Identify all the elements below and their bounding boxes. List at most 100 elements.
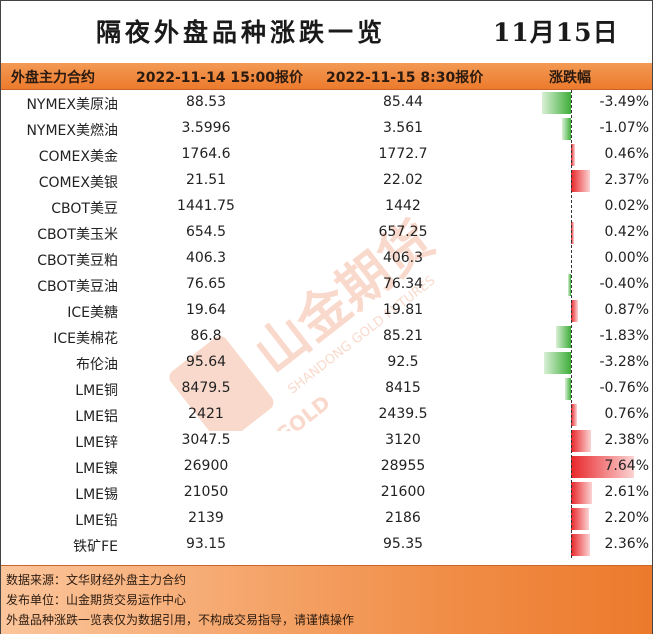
cell-name: LME铝 [75,409,118,425]
change-bar [571,534,591,556]
table-row: LME锡 21050 21600 2.61% [1,480,652,506]
cell-v1: 26900 [183,458,229,474]
cell-v2: 22.02 [382,172,424,188]
cell-v1: 1764.6 [181,146,231,162]
change-bar [567,274,571,296]
cell-pct: 0.87% [604,302,649,318]
cell-v1: 3047.5 [181,432,231,448]
cell-v2: 28955 [380,458,426,474]
change-bar [571,144,575,166]
change-bar [562,118,571,140]
table-row: LME铜 8479.5 8415 -0.76% [1,376,652,402]
cell-v2: 406.3 [382,250,424,266]
change-bar [571,300,579,322]
date-label: 11月15日 [493,18,619,47]
cell-v1: 654.5 [185,224,227,240]
cell-name: CBOT美豆 [51,201,118,217]
header-v1: 2022-11-14 15:00报价 [136,70,303,86]
change-bar [571,404,578,426]
cell-v2: 2186 [385,510,421,526]
table-row: ICE美棉花 86.8 85.21 -1.83% [1,324,652,350]
cell-v1: 76.65 [185,276,227,292]
change-bar [542,92,571,114]
cell-name: CBOT美豆粕 [37,253,118,269]
cell-pct: -3.49% [599,94,649,110]
cell-v2: 92.5 [387,354,419,370]
cell-name: 布伦油 [76,357,118,373]
cell-v2: 1442 [385,198,421,214]
cell-v2: 1772.7 [378,146,428,162]
cell-v1: 21.51 [185,172,227,188]
footer-source: 数据来源：文华财经外盘主力合约 [6,573,187,587]
cell-v2: 2439.5 [378,406,428,422]
change-bar [571,456,634,478]
table-row: CBOT美豆油 76.65 76.34 -0.40% [1,272,652,298]
cell-v2: 19.81 [382,302,424,318]
cell-pct: 0.00% [604,250,649,266]
change-bar [571,482,593,504]
cell-pct: -1.83% [599,328,649,344]
cell-v2: 85.44 [382,94,424,110]
cell-v2: 76.34 [382,276,424,292]
footer-publisher: 发布单位：山金期货交易运作中心 [6,593,187,607]
cell-v1: 86.8 [190,328,222,344]
table-row: 布伦油 95.64 92.5 -3.28% [1,350,652,376]
cell-v2: 85.21 [382,328,424,344]
cell-name: COMEX美金 [38,149,118,165]
cell-v1: 1441.75 [177,198,235,214]
change-bar [555,326,571,348]
cell-pct: 0.02% [604,198,649,214]
cell-name: COMEX美银 [38,175,118,191]
cell-pct: -0.76% [599,380,649,396]
cell-name: ICE美棉花 [53,331,118,347]
cell-v1: 2421 [188,406,224,422]
cell-pct: 2.36% [604,536,649,552]
cell-v1: 3.5996 [181,120,231,136]
zero-axis-line [571,90,572,558]
cell-pct: -1.07% [599,120,649,136]
cell-pct: 7.64% [604,458,649,474]
table-row: NYMEX美燃油 3.5996 3.561 -1.07% [1,116,652,142]
cell-v1: 95.64 [185,354,227,370]
table-body: NYMEX美原油 88.53 85.44 -3.49% NYMEX美燃油 3.5996 3.… [1,90,652,558]
table-row: COMEX美银 21.51 22.02 2.37% [1,168,652,194]
cell-pct: -0.40% [599,276,649,292]
header-pct: 涨跌幅 [549,70,591,86]
cell-v2: 95.35 [382,536,424,552]
change-bar [571,222,575,244]
change-bar [571,508,590,530]
cell-v1: 21050 [183,484,229,500]
cell-v2: 8415 [385,380,421,396]
title-row: 隔夜外盘品种涨跌一览 11月15日 [1,1,652,64]
change-bar [564,378,571,400]
change-bar [544,352,571,374]
cell-name: CBOT美玉米 [37,227,118,243]
change-bar [571,430,591,452]
cell-name: LME铜 [75,383,118,399]
cell-pct: 2.61% [604,484,649,500]
cell-v2: 21600 [380,484,426,500]
cell-pct: 2.37% [604,172,649,188]
table-row: COMEX美金 1764.6 1772.7 0.46% [1,142,652,168]
cell-name: CBOT美豆油 [37,279,118,295]
cell-v1: 2139 [188,510,224,526]
change-bar [571,170,591,192]
cell-pct: 0.42% [604,224,649,240]
table-row: CBOT美玉米 654.5 657.25 0.42% [1,220,652,246]
cell-name: NYMEX美燃油 [26,123,118,139]
table-row: NYMEX美原油 88.53 85.44 -3.49% [1,90,652,116]
table-header: 外盘主力合约 2022-11-14 15:00报价 2022-11-15 8:3… [1,63,652,90]
table-row: CBOT美豆粕 406.3 406.3 0.00% [1,246,652,272]
cell-pct: -3.28% [599,354,649,370]
header-v2: 2022-11-15 8:30报价 [326,70,484,86]
page-title: 隔夜外盘品种涨跌一览 [96,18,387,47]
cell-v1: 93.15 [185,536,227,552]
cell-v2: 657.25 [378,224,428,240]
footer-note: 数据来源：文华财经外盘主力合约 发布单位：山金期货交易运作中心 外盘品种涨跌一览… [1,565,652,634]
cell-name: 铁矿FE [73,539,118,555]
cell-v2: 3120 [385,432,421,448]
cell-pct: 2.20% [604,510,649,526]
table-row: LME镍 26900 28955 7.64% [1,454,652,480]
cell-v1: 88.53 [185,94,227,110]
